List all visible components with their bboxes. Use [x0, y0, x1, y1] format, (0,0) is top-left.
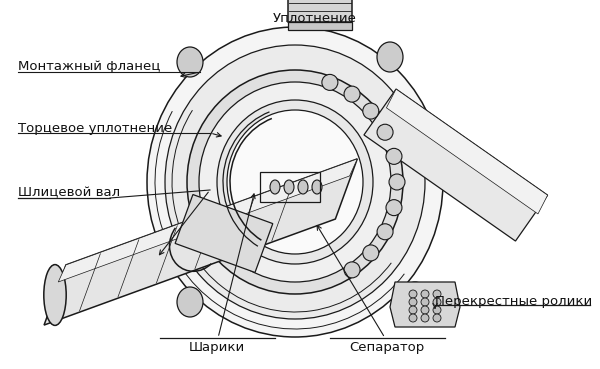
Polygon shape — [364, 89, 548, 241]
Ellipse shape — [421, 306, 429, 314]
Ellipse shape — [386, 148, 402, 164]
Polygon shape — [44, 159, 357, 325]
Ellipse shape — [433, 306, 441, 314]
Ellipse shape — [270, 180, 280, 194]
Text: Уплотнение: Уплотнение — [273, 12, 357, 25]
Ellipse shape — [363, 103, 379, 119]
Ellipse shape — [421, 314, 429, 322]
Ellipse shape — [217, 100, 373, 264]
Ellipse shape — [344, 262, 360, 278]
Polygon shape — [288, 22, 352, 30]
Ellipse shape — [177, 47, 203, 77]
Text: Сепаратор: Сепаратор — [349, 341, 425, 354]
Ellipse shape — [409, 306, 417, 314]
Ellipse shape — [433, 290, 441, 298]
Ellipse shape — [433, 298, 441, 306]
Polygon shape — [175, 194, 273, 272]
Ellipse shape — [322, 75, 338, 90]
Ellipse shape — [409, 290, 417, 298]
Ellipse shape — [344, 86, 360, 102]
Text: Шлицевой вал: Шлицевой вал — [18, 186, 120, 199]
Ellipse shape — [402, 282, 428, 312]
Ellipse shape — [199, 82, 391, 282]
Ellipse shape — [147, 27, 443, 337]
Ellipse shape — [409, 314, 417, 322]
Ellipse shape — [44, 265, 66, 325]
Ellipse shape — [165, 45, 425, 319]
Ellipse shape — [177, 287, 203, 317]
Text: Шарики: Шарики — [189, 341, 245, 354]
Ellipse shape — [377, 124, 393, 140]
Ellipse shape — [409, 298, 417, 306]
Ellipse shape — [363, 245, 379, 261]
Ellipse shape — [312, 180, 322, 194]
Ellipse shape — [227, 110, 363, 254]
Polygon shape — [58, 159, 357, 282]
Text: Торцевое уплотнение: Торцевое уплотнение — [18, 122, 172, 135]
Ellipse shape — [187, 70, 403, 294]
Polygon shape — [390, 282, 460, 327]
Ellipse shape — [433, 314, 441, 322]
Ellipse shape — [389, 174, 405, 190]
Text: Монтажный фланец: Монтажный фланец — [18, 60, 160, 73]
Ellipse shape — [377, 224, 393, 240]
Ellipse shape — [284, 180, 294, 194]
Ellipse shape — [377, 42, 403, 72]
Ellipse shape — [421, 298, 429, 306]
Text: Перекрестные ролики: Перекрестные ролики — [435, 295, 592, 308]
Ellipse shape — [386, 200, 402, 215]
Polygon shape — [386, 89, 548, 214]
Polygon shape — [288, 0, 352, 22]
Ellipse shape — [421, 290, 429, 298]
Ellipse shape — [298, 180, 308, 194]
